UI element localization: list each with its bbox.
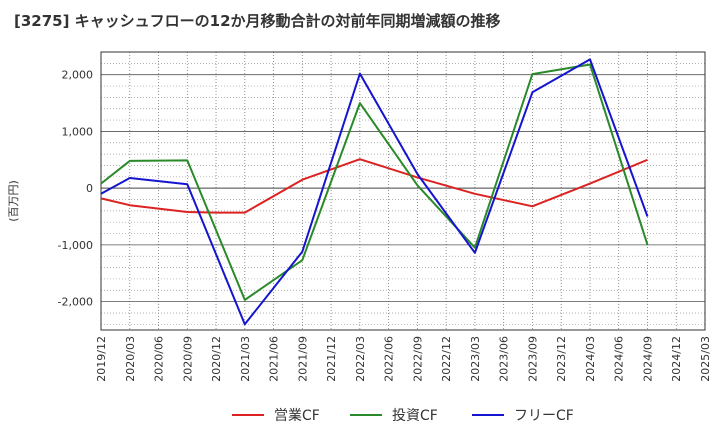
y-tick-label: 2,000: [62, 69, 94, 82]
x-tick-label: 2020/09: [181, 336, 194, 382]
y-tick-label: 1,000: [62, 125, 94, 138]
legend-label: フリーCF: [514, 408, 574, 424]
y-tick-label: 0: [86, 182, 93, 195]
y-tick-labels: 2,000 1,000 0 -1,000 -2,000: [58, 69, 93, 309]
x-tick-label: 2024/12: [670, 336, 683, 382]
x-tick-label: 2020/12: [210, 336, 223, 382]
x-tick-label: 2020/03: [124, 336, 137, 382]
x-tick-label: 2024/09: [641, 336, 654, 382]
series-line-3: [100, 58, 649, 326]
series-lines: [100, 58, 649, 326]
y-tick-label: -1,000: [58, 239, 93, 252]
x-tick-label: 2022/03: [354, 336, 367, 382]
grid-lines: [101, 52, 705, 330]
series-line-1: [100, 158, 648, 214]
x-tick-label: 2022/06: [383, 336, 396, 382]
chart-title: [3275] キャッシュフローの12か月移動合計の対前年同期増減額の推移: [14, 12, 501, 30]
x-tick-label: 2019/12: [95, 336, 108, 382]
x-tick-label: 2021/06: [268, 336, 281, 382]
x-tick-label: 2020/06: [153, 336, 166, 382]
legend-label: 投資CF: [392, 408, 438, 424]
plot-frame: [100, 51, 706, 331]
x-tick-label: 2023/06: [498, 336, 511, 382]
x-tick-label: 2022/09: [411, 336, 424, 382]
y-tick-label: -2,000: [58, 296, 93, 309]
x-tick-label: 2022/12: [440, 336, 453, 382]
x-tick-label: 2025/03: [699, 336, 712, 382]
y-axis-label: (百万円): [7, 180, 20, 222]
series-line-2: [100, 63, 649, 301]
legend-label: 営業CF: [274, 408, 320, 424]
legend: 営業CF 投資CF フリーCF: [232, 408, 574, 424]
x-tick-label: 2023/12: [555, 336, 568, 382]
x-tick-labels: 2019/12 2020/03 2020/06 2020/09 2020/12 2021/…: [95, 336, 712, 382]
x-tick-label: 2024/03: [584, 336, 597, 382]
x-tick-label: 2023/03: [469, 336, 482, 382]
x-tick-label: 2023/09: [526, 336, 539, 382]
x-tick-label: 2021/09: [296, 336, 309, 382]
x-tick-label: 2021/12: [325, 336, 338, 382]
x-tick-label: 2021/03: [239, 336, 252, 382]
x-tick-label: 2024/06: [613, 336, 626, 382]
